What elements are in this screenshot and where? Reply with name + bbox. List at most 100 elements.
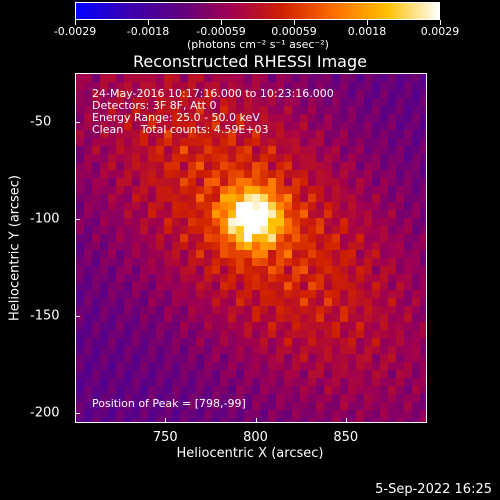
heatmap-cell [300, 162, 308, 170]
heatmap-cell [236, 386, 244, 394]
heatmap-cell [292, 370, 300, 378]
heatmap-cell [292, 386, 300, 394]
heatmap-cell [76, 266, 84, 274]
heatmap-cell [252, 354, 260, 362]
heatmap-cell [316, 210, 324, 218]
heatmap-cell [332, 170, 340, 178]
heatmap-cell [372, 410, 380, 418]
heatmap-cell [84, 306, 92, 314]
heatmap-cell [300, 290, 308, 298]
heatmap-cell [180, 226, 188, 234]
heatmap-cell [236, 74, 244, 82]
heatmap-cell [84, 162, 92, 170]
heatmap-cell [404, 138, 412, 146]
heatmap-cell [268, 346, 276, 354]
heatmap-cell [76, 386, 84, 394]
heatmap-cell [172, 202, 180, 210]
heatmap-cell [260, 378, 268, 386]
heatmap-cell [188, 386, 196, 394]
heatmap-cell [172, 378, 180, 386]
heatmap-cell [420, 354, 426, 362]
heatmap-cell [316, 322, 324, 330]
heatmap-cell [156, 362, 164, 370]
heatmap-cell [108, 378, 116, 386]
heatmap-cell [276, 242, 284, 250]
heatmap-cell [316, 218, 324, 226]
heatmap-cell [380, 114, 388, 122]
heatmap-cell [108, 234, 116, 242]
heatmap-cell [356, 418, 364, 422]
heatmap-cell [340, 154, 348, 162]
heatmap-cell [196, 154, 204, 162]
heatmap-cell [380, 186, 388, 194]
heatmap-cell [268, 162, 276, 170]
heatmap-cell [316, 282, 324, 290]
heatmap-cell [372, 146, 380, 154]
heatmap-cell [236, 266, 244, 274]
heatmap-cell [140, 98, 148, 106]
heatmap-cell [356, 234, 364, 242]
heatmap-cell [292, 146, 300, 154]
heatmap-cell [308, 90, 316, 98]
heatmap-cell [108, 194, 116, 202]
heatmap-cell [92, 354, 100, 362]
heatmap-cell [212, 194, 220, 202]
heatmap-cell [356, 154, 364, 162]
heatmap-cell [148, 410, 156, 418]
heatmap-cell [396, 394, 404, 402]
heatmap-cell [292, 162, 300, 170]
heatmap-cell [236, 282, 244, 290]
heatmap-cell [100, 138, 108, 146]
heatmap-cell [372, 242, 380, 250]
heatmap-cell [404, 242, 412, 250]
heatmap-cell [164, 186, 172, 194]
heatmap-cell [268, 98, 276, 106]
heatmap-cell [412, 186, 420, 194]
heatmap-cell [380, 122, 388, 130]
heatmap-cell [252, 178, 260, 186]
heatmap-cell [404, 130, 412, 138]
heatmap-cell [92, 138, 100, 146]
heatmap-cell [132, 90, 140, 98]
heatmap-cell [124, 226, 132, 234]
heatmap-cell [316, 234, 324, 242]
heatmap-cell [308, 370, 316, 378]
heatmap-cell [356, 386, 364, 394]
heatmap-cell [212, 338, 220, 346]
heatmap-cell [292, 346, 300, 354]
heatmap-cell [132, 274, 140, 282]
y-tick [75, 316, 80, 318]
x-tick-label: 800 [243, 430, 268, 445]
heatmap-cell [116, 410, 124, 418]
heatmap-cell [308, 130, 316, 138]
heatmap-cell [332, 242, 340, 250]
heatmap-cell [236, 210, 244, 218]
heatmap-cell [124, 218, 132, 226]
heatmap-cell [284, 354, 292, 362]
heatmap-cell [220, 418, 228, 422]
heatmap-cell [100, 82, 108, 90]
heatmap-cell [172, 210, 180, 218]
heatmap-cell [108, 74, 116, 82]
heatmap-cell [132, 154, 140, 162]
heatmap-cell [220, 346, 228, 354]
heatmap-cell [292, 330, 300, 338]
heatmap-cell [116, 282, 124, 290]
heatmap-cell [380, 322, 388, 330]
heatmap-cell [380, 402, 388, 410]
heatmap-cell [180, 418, 188, 422]
heatmap-cell [300, 226, 308, 234]
heatmap-cell [260, 226, 268, 234]
heatmap-cell [356, 202, 364, 210]
heatmap-cell [116, 362, 124, 370]
heatmap-cell [284, 130, 292, 138]
heatmap-cell [300, 218, 308, 226]
heatmap-cell [348, 210, 356, 218]
heatmap-cell [388, 162, 396, 170]
heatmap-cell [276, 154, 284, 162]
heatmap-cell [324, 186, 332, 194]
heatmap-cell [108, 82, 116, 90]
heatmap-cell [380, 90, 388, 98]
heatmap-cell [220, 370, 228, 378]
heatmap-cell [244, 210, 252, 218]
